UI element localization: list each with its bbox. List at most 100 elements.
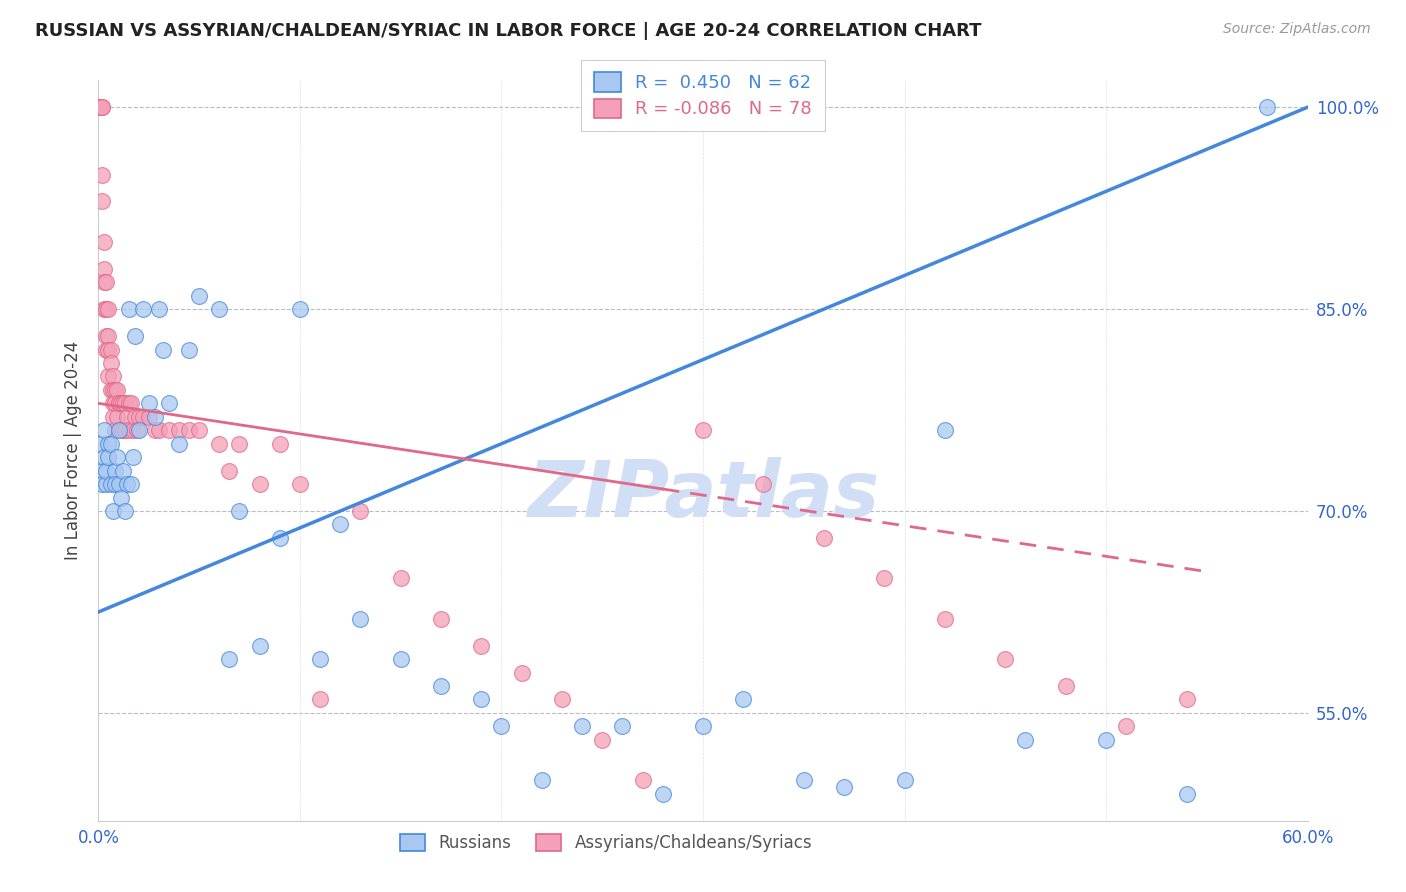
Point — [89, 100, 111, 114]
Point — [105, 409, 128, 424]
Point — [994, 652, 1017, 666]
Point — [631, 773, 654, 788]
Point — [100, 477, 122, 491]
Point — [100, 356, 122, 370]
Point — [430, 612, 453, 626]
Point — [100, 343, 122, 357]
Point — [115, 477, 138, 491]
Point — [96, 275, 118, 289]
Point — [218, 464, 240, 478]
Point — [120, 477, 142, 491]
Point — [228, 436, 250, 450]
Point — [97, 343, 120, 357]
Point — [96, 343, 118, 357]
Point — [1014, 732, 1036, 747]
Point — [1256, 100, 1278, 114]
Point — [111, 423, 134, 437]
Point — [96, 477, 118, 491]
Point — [118, 396, 141, 410]
Point — [934, 612, 956, 626]
Point — [89, 100, 111, 114]
Point — [107, 423, 129, 437]
Point — [934, 423, 956, 437]
Point — [91, 477, 114, 491]
Point — [103, 477, 125, 491]
Y-axis label: In Labor Force | Age 20-24: In Labor Force | Age 20-24 — [63, 341, 82, 560]
Point — [228, 504, 250, 518]
Point — [138, 409, 160, 424]
Point — [96, 329, 118, 343]
Point — [101, 369, 124, 384]
Point — [91, 168, 114, 182]
Point — [1175, 692, 1198, 706]
Point — [132, 302, 155, 317]
Point — [349, 612, 371, 626]
Point — [103, 464, 125, 478]
Point — [111, 464, 134, 478]
Point — [208, 302, 231, 317]
Point — [571, 719, 593, 733]
Point — [118, 423, 141, 437]
Point — [93, 235, 115, 249]
Point — [110, 491, 132, 505]
Text: Source: ZipAtlas.com: Source: ZipAtlas.com — [1223, 22, 1371, 37]
Point — [93, 275, 115, 289]
Point — [93, 423, 115, 437]
Point — [143, 423, 166, 437]
Point — [309, 692, 332, 706]
Point — [288, 477, 311, 491]
Point — [510, 665, 533, 680]
Point — [733, 692, 755, 706]
Point — [100, 436, 122, 450]
Point — [269, 531, 291, 545]
Point — [470, 639, 492, 653]
Point — [110, 396, 132, 410]
Point — [107, 396, 129, 410]
Point — [591, 732, 613, 747]
Point — [1095, 732, 1118, 747]
Point — [93, 450, 115, 465]
Point — [101, 396, 124, 410]
Point — [128, 409, 150, 424]
Point — [873, 571, 896, 585]
Point — [288, 302, 311, 317]
Point — [389, 652, 412, 666]
Point — [89, 436, 111, 450]
Point — [103, 396, 125, 410]
Point — [91, 100, 114, 114]
Point — [530, 773, 553, 788]
Point — [128, 423, 150, 437]
Point — [97, 302, 120, 317]
Point — [249, 639, 271, 653]
Point — [249, 477, 271, 491]
Point — [430, 679, 453, 693]
Point — [218, 652, 240, 666]
Point — [103, 423, 125, 437]
Point — [349, 504, 371, 518]
Point — [93, 261, 115, 276]
Point — [152, 343, 174, 357]
Point — [1115, 719, 1137, 733]
Point — [132, 409, 155, 424]
Point — [114, 423, 136, 437]
Point — [114, 396, 136, 410]
Point — [124, 409, 146, 424]
Point — [103, 383, 125, 397]
Point — [97, 450, 120, 465]
Text: ZIPatlas: ZIPatlas — [527, 457, 879, 533]
Point — [551, 692, 574, 706]
Point — [105, 383, 128, 397]
Point — [121, 450, 143, 465]
Point — [470, 692, 492, 706]
Point — [309, 652, 332, 666]
Point — [167, 436, 190, 450]
Point — [612, 719, 634, 733]
Point — [157, 423, 180, 437]
Point — [107, 477, 129, 491]
Point — [125, 423, 148, 437]
Legend: Russians, Assyrians/Chaldeans/Syriacs: Russians, Assyrians/Chaldeans/Syriacs — [392, 826, 821, 861]
Point — [692, 423, 714, 437]
Point — [97, 329, 120, 343]
Point — [143, 409, 166, 424]
Point — [96, 302, 118, 317]
